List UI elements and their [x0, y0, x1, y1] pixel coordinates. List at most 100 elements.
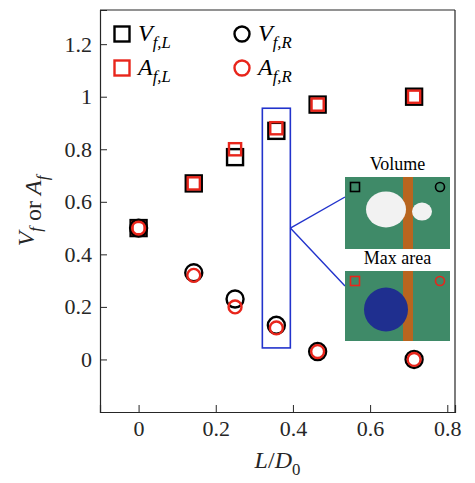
legend-label: Vf,L — [138, 20, 171, 52]
y-tick-mark — [100, 44, 107, 45]
y-tick-label: 1 — [81, 84, 92, 109]
x-tick-mark — [139, 405, 140, 412]
inset-background — [345, 177, 450, 249]
y-tick-label: 0.6 — [65, 189, 93, 214]
legend-label: Af,R — [256, 54, 292, 86]
pointer-line — [290, 197, 345, 228]
chart: 00.20.40.60.800.20.40.60.811.2L/D0Vf or … — [0, 0, 475, 483]
point — [229, 300, 242, 313]
series — [133, 91, 421, 235]
y-tick: 0.4 — [65, 242, 108, 267]
x-tick: 0.6 — [357, 405, 385, 441]
y-tick: 1 — [81, 84, 107, 109]
pointer-line — [290, 228, 345, 286]
x-tick: 0.8 — [434, 405, 462, 441]
x-tick-label: 0.2 — [203, 416, 231, 441]
point-group — [131, 220, 147, 236]
legend-marker — [115, 61, 130, 76]
series — [131, 89, 423, 236]
point-group — [270, 321, 283, 334]
y-axis-line — [101, 11, 108, 413]
x-tick-mark — [293, 405, 294, 412]
x-axis: 0 0.2 0.4 0.6 0.8 — [101, 405, 462, 441]
y-tick-mark — [100, 97, 107, 98]
point — [311, 345, 324, 358]
point-group — [310, 97, 326, 113]
point-group — [309, 343, 326, 360]
point — [229, 143, 241, 155]
legend-label: Af,L — [136, 54, 171, 86]
inset-area — [364, 288, 408, 332]
point — [186, 175, 202, 191]
y-tick: 0.2 — [65, 294, 108, 319]
point — [270, 122, 282, 134]
y-tick-label: 0 — [81, 347, 92, 372]
x-tick-label: 0.4 — [280, 416, 308, 441]
point — [309, 343, 326, 360]
point — [408, 353, 421, 366]
y-tick-label: 1.2 — [65, 32, 93, 57]
legend-marker — [235, 27, 250, 42]
x-tick-mark — [447, 405, 448, 412]
y-tick-mark — [100, 359, 107, 360]
annotation: Max area — [364, 248, 431, 268]
point — [268, 317, 285, 334]
y-tick-label: 0.8 — [65, 137, 93, 162]
y-tick-mark — [100, 307, 107, 308]
plot-frame — [100, 9, 455, 10]
series — [130, 220, 423, 368]
y-tick: 0 — [81, 347, 107, 372]
y-tick-label: 0.4 — [65, 242, 93, 267]
legend: Vf,LAf,L Vf,RAf,R — [115, 20, 292, 86]
y-tick: 1.2 — [65, 32, 108, 57]
point — [185, 264, 202, 281]
point — [130, 220, 147, 237]
point-group — [187, 269, 200, 282]
inset-background — [345, 271, 450, 341]
point-group — [406, 89, 422, 105]
inset: Max area — [345, 248, 450, 341]
inset-icon — [351, 277, 360, 286]
point-group — [268, 123, 284, 139]
point-group — [406, 351, 423, 368]
plot-frame — [454, 10, 455, 412]
highlight-box — [262, 108, 290, 348]
point-group — [312, 99, 324, 111]
x-axis-line — [101, 405, 456, 413]
inset-drop — [412, 203, 432, 221]
point — [310, 97, 326, 113]
inset-icon — [436, 183, 445, 192]
point-group — [229, 143, 241, 155]
point-group — [311, 345, 324, 358]
point-group — [132, 222, 145, 235]
point — [131, 220, 147, 236]
point — [408, 91, 420, 103]
point-group — [130, 220, 147, 237]
y-tick: 0.6 — [65, 189, 108, 214]
point — [406, 351, 423, 368]
x-tick: 0.4 — [280, 405, 308, 441]
points — [130, 89, 423, 368]
x-tick-label: 0 — [134, 416, 145, 441]
legend-marker — [235, 61, 250, 76]
inset-drop — [366, 191, 406, 227]
y-tick-mark — [100, 149, 107, 150]
x-tick-label: 0.6 — [357, 416, 385, 441]
point-group — [186, 175, 202, 191]
y-tick-mark — [100, 254, 107, 255]
point-group — [133, 222, 145, 234]
point — [268, 123, 284, 139]
x-tick-mark — [216, 405, 217, 412]
point-group — [268, 317, 285, 334]
x-tick-label: 0.8 — [434, 416, 462, 441]
annotations: Volume Max area — [262, 108, 450, 348]
point — [270, 321, 283, 334]
legend-label: Vf,R — [258, 20, 292, 52]
annotation: Volume — [370, 154, 426, 174]
point — [188, 177, 200, 189]
series — [132, 222, 420, 366]
point — [406, 89, 422, 105]
point-group — [408, 91, 420, 103]
point-group — [408, 353, 421, 366]
point-group — [229, 300, 242, 313]
